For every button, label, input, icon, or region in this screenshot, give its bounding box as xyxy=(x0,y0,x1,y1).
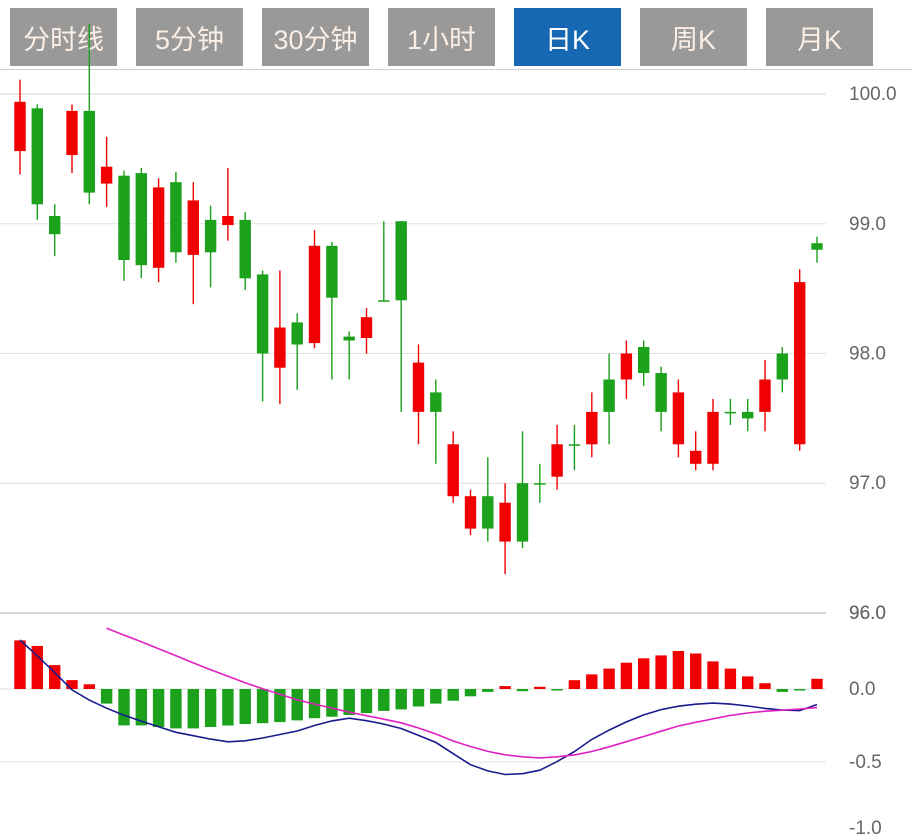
svg-text:97.0: 97.0 xyxy=(849,473,886,494)
svg-text:99.0: 99.0 xyxy=(849,214,886,235)
svg-text:100.0: 100.0 xyxy=(849,84,897,105)
svg-text:-1.0: -1.0 xyxy=(849,818,882,836)
svg-text:-0.5: -0.5 xyxy=(849,752,882,773)
svg-text:0.0: 0.0 xyxy=(849,679,875,700)
svg-text:98.0: 98.0 xyxy=(849,344,886,365)
svg-text:96.0: 96.0 xyxy=(849,603,886,624)
